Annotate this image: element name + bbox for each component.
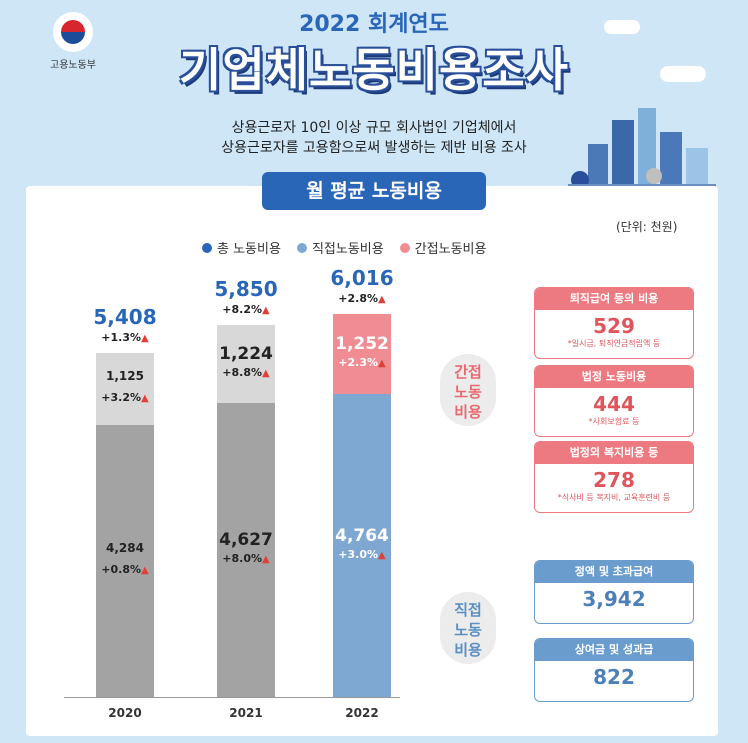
legend-dot-icon — [399, 242, 410, 253]
total-change-label: +8.2%▲ — [222, 302, 270, 316]
indirect-breakdown-box: 법정외 복지비용 등 278 *식사비 등 복지비, 교육훈련비 등 — [534, 441, 694, 513]
bar-direct-2021 — [217, 402, 275, 697]
breakdown-title: 정액 및 초과급여 — [535, 561, 693, 583]
unit-label: (단위: 천원) — [616, 220, 678, 234]
total-value-label: 5,408 — [93, 304, 157, 329]
indirect-value-label: 1,224 — [219, 343, 273, 364]
bar-indirect-2021 — [217, 324, 275, 403]
breakdown-title: 상여금 및 성과급 — [535, 639, 693, 661]
description-line: 상용근로자 10인 이상 규모 회사법인 기업체에서 — [231, 120, 517, 136]
indirect-breakdown-box: 법정 노동비용 444 *사회보험료 등 — [534, 365, 694, 437]
up-arrow-icon: ▲ — [378, 294, 386, 306]
description: 상용근로자 10인 이상 규모 회사법인 기업체에서 상용근로자를 고용함으로써… — [150, 118, 598, 158]
breakdown-title: 법정외 복지비용 등 — [535, 442, 693, 464]
callout-indirect: 간접 노동 비용 — [440, 354, 496, 426]
taegeuk-logo-icon — [53, 12, 93, 52]
bar-indirect-2020 — [96, 352, 154, 425]
indirect-value-label: 1,125 — [106, 368, 144, 383]
x-axis-line — [64, 697, 400, 698]
breakdown-note: *식사비 등 복지비, 교육훈련비 등 — [557, 493, 671, 502]
indirect-change-label: +3.2%▲ — [101, 390, 149, 404]
direct-value-label: 4,764 — [335, 525, 389, 546]
cloud-icon — [660, 66, 706, 82]
breakdown-note: *사회보험료 등 — [588, 417, 640, 426]
direct-change-label: +3.0%▲ — [338, 547, 386, 561]
direct-value-label: 4,627 — [219, 529, 273, 550]
indirect-change-label: +2.3%▲ — [338, 356, 386, 370]
description-line: 상용근로자를 고용함으로써 발생하는 제반 비용 조사 — [221, 140, 527, 156]
section-title: 월 평균 노동비용 — [262, 172, 486, 210]
total-value-label: 6,016 — [330, 266, 394, 291]
legend-label: 총 노동비용 — [217, 242, 281, 257]
legend-dot-icon — [296, 242, 307, 253]
breakdown-value: 3,942 — [582, 587, 646, 611]
up-arrow-icon: ▲ — [378, 549, 386, 561]
total-change-label: +1.3%▲ — [101, 330, 149, 344]
legend-label: 직접노동비용 — [311, 242, 384, 257]
x-tick-label: 2020 — [108, 706, 142, 720]
up-arrow-icon: ▲ — [141, 564, 149, 576]
direct-change-label: +0.8%▲ — [101, 562, 149, 576]
bar-indirect-2022 — [333, 314, 391, 394]
bar-direct-2020 — [96, 424, 154, 697]
legend-item-direct: 직접노동비용 — [296, 238, 384, 257]
direct-breakdown-box: 정액 및 초과급여 3,942 — [534, 560, 694, 624]
city-buildings-icon — [568, 108, 716, 189]
x-tick-label: 2022 — [345, 706, 379, 720]
up-arrow-icon: ▲ — [141, 332, 149, 344]
ministry-name: 고용노동부 — [50, 60, 96, 71]
up-arrow-icon: ▲ — [141, 392, 149, 404]
ministry-logo: 고용노동부 — [38, 12, 108, 71]
legend: 총 노동비용 직접노동비용 간접노동비용 — [202, 238, 486, 257]
direct-value-label: 4,284 — [106, 540, 144, 555]
cloud-icon — [604, 20, 640, 34]
callout-direct: 직접 노동 비용 — [440, 592, 496, 664]
total-change-label: +2.8%▲ — [338, 292, 386, 306]
direct-change-label: +8.0%▲ — [222, 551, 270, 565]
breakdown-note: *일시금, 퇴직연금적립액 등 — [567, 339, 661, 348]
total-value-label: 5,850 — [214, 276, 278, 301]
breakdown-title: 퇴직급여 등의 비용 — [535, 288, 693, 310]
bar-direct-2022 — [333, 394, 391, 697]
up-arrow-icon: ▲ — [262, 553, 270, 565]
x-tick-label: 2021 — [229, 706, 263, 720]
legend-dot-icon — [202, 242, 212, 253]
legend-label: 간접노동비용 — [414, 242, 487, 257]
breakdown-value: 529 — [593, 314, 635, 338]
main-title: 기업체노동비용조사 — [179, 43, 569, 97]
up-arrow-icon: ▲ — [378, 358, 386, 370]
indirect-change-label: +8.8%▲ — [222, 365, 270, 379]
direct-breakdown-box: 상여금 및 성과급 822 — [534, 638, 694, 702]
indirect-breakdown-box: 퇴직급여 등의 비용 529 *일시금, 퇴직연금적립액 등 — [534, 287, 694, 359]
breakdown-value: 822 — [593, 665, 635, 689]
breakdown-value: 444 — [593, 392, 635, 416]
year-title: 2022 회계연도 — [299, 12, 449, 37]
up-arrow-icon: ▲ — [262, 367, 270, 379]
legend-item-indirect: 간접노동비용 — [399, 238, 487, 257]
up-arrow-icon: ▲ — [262, 304, 270, 316]
breakdown-title: 법정 노동비용 — [535, 366, 693, 388]
breakdown-value: 278 — [593, 468, 635, 492]
indirect-value-label: 1,252 — [335, 334, 389, 355]
legend-item-total: 총 노동비용 — [202, 238, 281, 257]
